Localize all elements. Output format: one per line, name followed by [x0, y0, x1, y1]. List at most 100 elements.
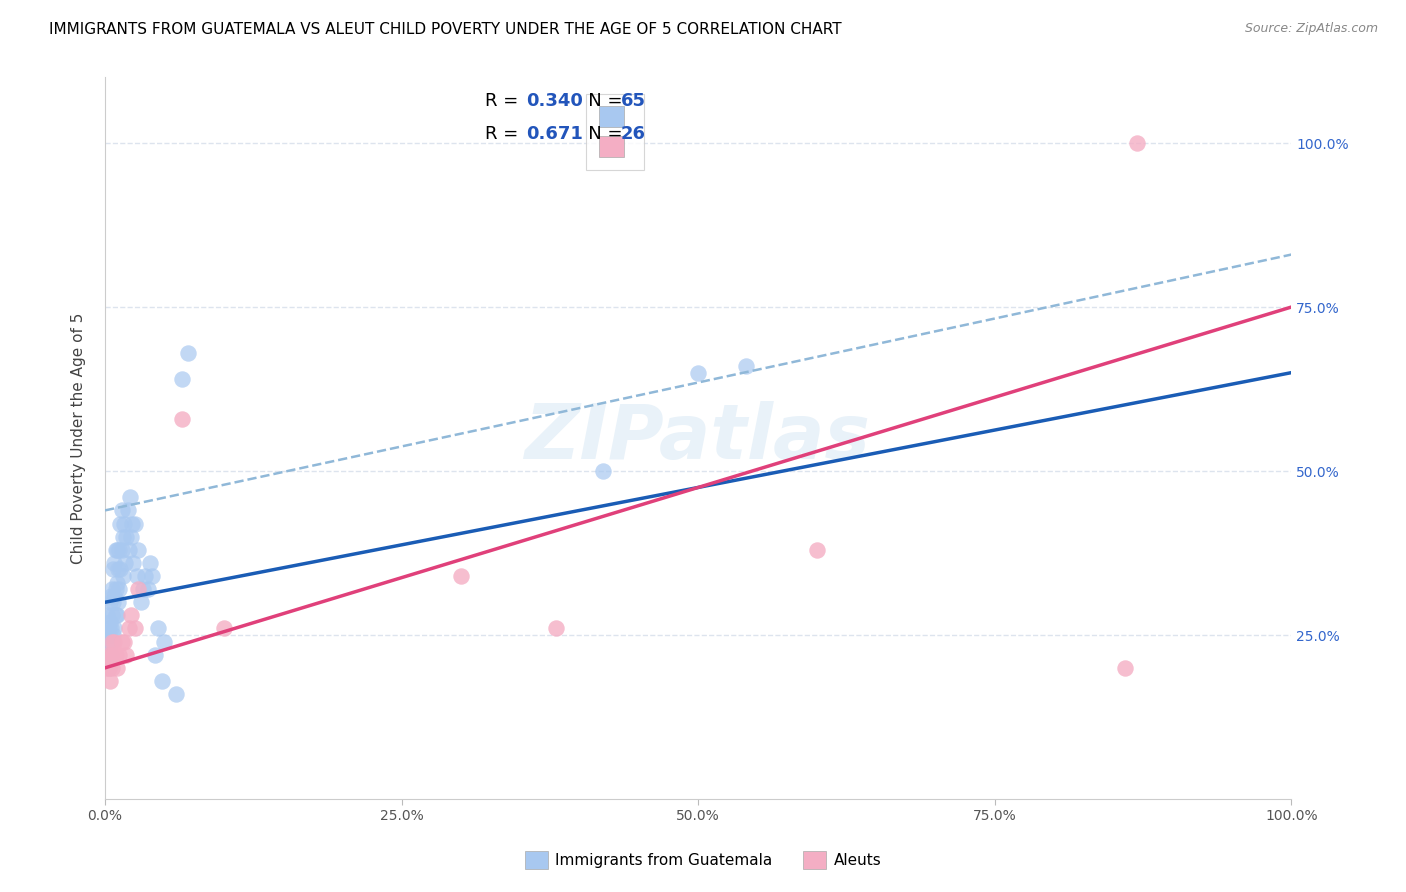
- Point: [132, 582, 155, 596]
- Point: [103, 622, 125, 636]
- Point: [177, 346, 200, 360]
- Point: [112, 634, 135, 648]
- Point: [165, 687, 187, 701]
- Text: 0.671: 0.671: [526, 125, 583, 143]
- Point: [96, 608, 118, 623]
- Point: [450, 569, 472, 583]
- Point: [103, 595, 125, 609]
- Point: [136, 582, 159, 596]
- Text: 26: 26: [621, 125, 645, 143]
- Text: R =: R =: [485, 125, 530, 143]
- Point: [111, 569, 134, 583]
- Point: [114, 556, 136, 570]
- Point: [105, 575, 128, 590]
- Point: [101, 634, 124, 648]
- Point: [103, 628, 125, 642]
- Point: [108, 648, 131, 662]
- Point: [111, 530, 134, 544]
- Point: [97, 661, 120, 675]
- Point: [101, 634, 124, 648]
- Point: [96, 648, 118, 662]
- Point: [118, 491, 141, 505]
- Text: 65: 65: [621, 92, 645, 111]
- Point: [122, 556, 145, 570]
- Point: [124, 516, 146, 531]
- Point: [688, 366, 710, 380]
- Point: [110, 542, 132, 557]
- Point: [96, 661, 118, 675]
- Legend: Immigrants from Guatemala, Aleuts: Immigrants from Guatemala, Aleuts: [519, 845, 887, 875]
- Point: [100, 589, 122, 603]
- Point: [107, 562, 129, 576]
- Point: [127, 582, 149, 596]
- Point: [98, 648, 121, 662]
- Point: [103, 648, 125, 662]
- Point: [105, 661, 128, 675]
- Point: [97, 634, 120, 648]
- Point: [212, 622, 235, 636]
- Legend: , : ,: [586, 94, 644, 169]
- Point: [120, 530, 142, 544]
- Point: [120, 608, 142, 623]
- Point: [98, 615, 121, 629]
- Point: [150, 673, 173, 688]
- Point: [141, 569, 163, 583]
- Point: [153, 634, 176, 648]
- Point: [172, 411, 194, 425]
- Point: [103, 556, 125, 570]
- Point: [110, 503, 132, 517]
- Text: ZIPatlas: ZIPatlas: [526, 401, 872, 475]
- Point: [96, 628, 118, 642]
- Point: [125, 569, 148, 583]
- Point: [1126, 136, 1149, 150]
- Point: [100, 622, 122, 636]
- Point: [134, 569, 156, 583]
- Point: [98, 673, 121, 688]
- Point: [97, 622, 120, 636]
- Point: [118, 622, 141, 636]
- Point: [104, 542, 127, 557]
- Point: [104, 608, 127, 623]
- Point: [105, 608, 128, 623]
- Text: Source: ZipAtlas.com: Source: ZipAtlas.com: [1244, 22, 1378, 36]
- Point: [104, 582, 127, 596]
- Point: [117, 503, 139, 517]
- Point: [98, 595, 121, 609]
- Point: [96, 648, 118, 662]
- Point: [806, 542, 828, 557]
- Point: [101, 661, 124, 675]
- Point: [118, 542, 141, 557]
- Text: IMMIGRANTS FROM GUATEMALA VS ALEUT CHILD POVERTY UNDER THE AGE OF 5 CORRELATION : IMMIGRANTS FROM GUATEMALA VS ALEUT CHILD…: [49, 22, 842, 37]
- Point: [143, 648, 166, 662]
- Point: [127, 542, 149, 557]
- Point: [107, 595, 129, 609]
- Text: R =: R =: [485, 92, 530, 111]
- Point: [104, 648, 127, 662]
- Point: [124, 622, 146, 636]
- Point: [110, 562, 132, 576]
- Point: [100, 648, 122, 662]
- Point: [115, 530, 138, 544]
- Point: [172, 372, 194, 386]
- Text: N =: N =: [571, 92, 628, 111]
- Point: [592, 464, 614, 478]
- Point: [139, 556, 162, 570]
- Point: [108, 542, 131, 557]
- Point: [115, 648, 138, 662]
- Point: [112, 516, 135, 531]
- Point: [110, 634, 132, 648]
- Point: [101, 608, 124, 623]
- Point: [148, 622, 170, 636]
- Y-axis label: Child Poverty Under the Age of 5: Child Poverty Under the Age of 5: [72, 312, 86, 564]
- Point: [101, 582, 124, 596]
- Point: [544, 622, 567, 636]
- Text: 0.340: 0.340: [526, 92, 583, 111]
- Point: [121, 516, 143, 531]
- Text: N =: N =: [571, 125, 628, 143]
- Point: [129, 595, 152, 609]
- Point: [110, 516, 132, 531]
- Point: [108, 582, 131, 596]
- Point: [97, 661, 120, 675]
- Point: [105, 542, 128, 557]
- Point: [100, 648, 122, 662]
